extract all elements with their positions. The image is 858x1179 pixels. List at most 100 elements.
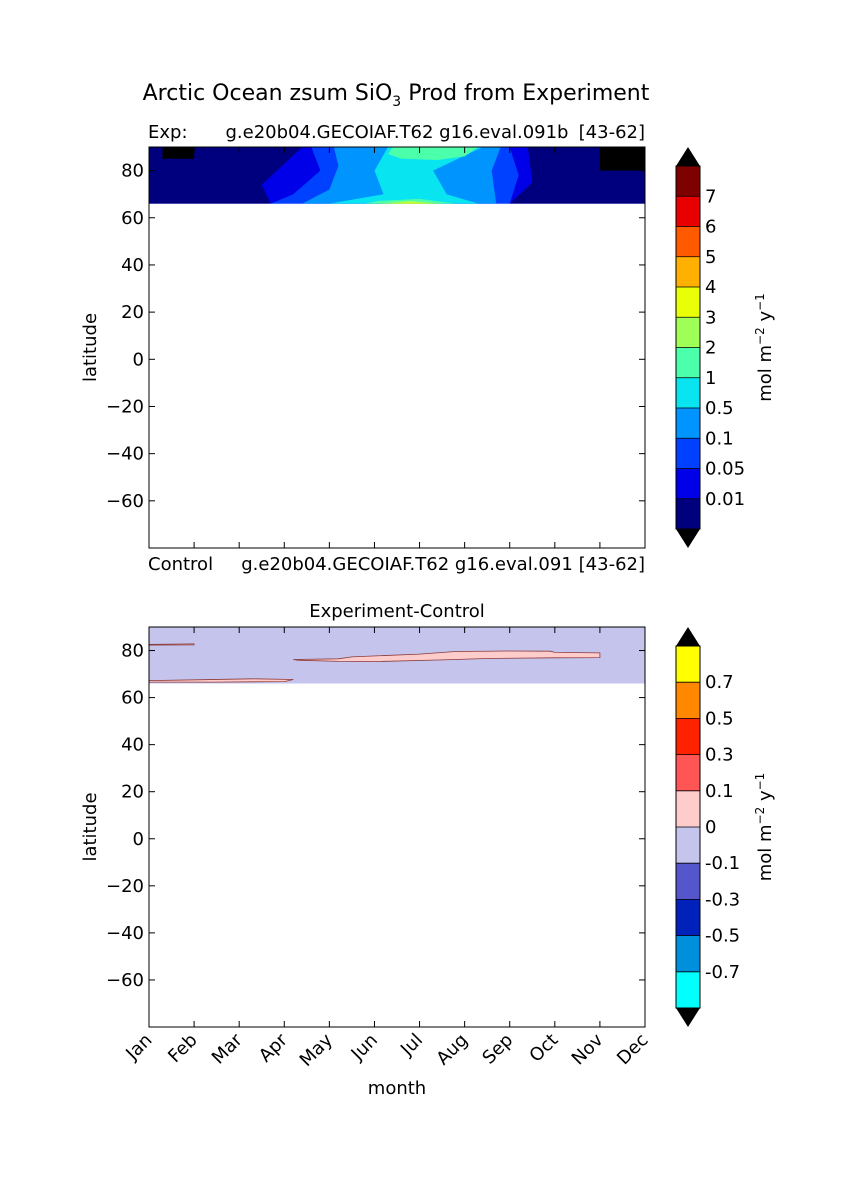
x-tick-label-11: Dec	[613, 1030, 652, 1069]
y-tick-label-3: 20	[121, 302, 144, 323]
x-tick-label-6: Jul	[396, 1030, 427, 1061]
colorbar-level-8: 0.7	[705, 672, 734, 693]
colorbar-swatch-8	[676, 682, 700, 719]
axes-frame	[148, 146, 646, 549]
colorbar-level-9: 6	[705, 217, 716, 238]
x-tick-label-10: Nov	[568, 1029, 608, 1069]
colorbar-level-6: 0.3	[705, 745, 734, 766]
y-tick-label-0: 80	[121, 641, 144, 662]
y-tick-label-4: 0	[133, 349, 144, 370]
plot-background	[149, 627, 645, 1027]
y-tick-label-6: −40	[106, 923, 144, 944]
difference-title: Experiment-Control	[309, 601, 485, 622]
x-tick-label-2: Mar	[208, 1029, 247, 1068]
colorbar-swatch-2	[676, 438, 700, 469]
x-tick-label-0: Jan	[121, 1030, 156, 1065]
x-tick-label-1: Feb	[164, 1030, 201, 1067]
y-tick-label-2: 40	[121, 255, 144, 276]
colorbar-level-3: 0.5	[705, 398, 734, 419]
x-tick-label-8: Sep	[478, 1030, 517, 1069]
x-tick-label-9: Oct	[525, 1030, 562, 1067]
colorbar-swatch-10	[676, 196, 700, 227]
colorbar-level-5: 0.1	[705, 781, 734, 802]
y-tick-label-4: 0	[133, 829, 144, 850]
colorbar-swatch-1	[676, 468, 700, 499]
figure-title-prefix: Arctic Ocean zsum SiO	[143, 81, 393, 106]
contour-region-9	[388, 147, 479, 160]
colorbar-level-7: 0.5	[705, 708, 734, 729]
colorbar-level-0: -0.7	[705, 962, 740, 983]
colorbar-under-arrow	[676, 1008, 700, 1027]
y-tick-label-6: −40	[106, 444, 144, 465]
colorbar-level-3: -0.1	[705, 853, 740, 874]
colorbar-swatch-9	[676, 646, 700, 683]
contour-region-2	[148, 643, 195, 646]
y-tick-label-5: −20	[106, 396, 144, 417]
colorbar-swatch-4	[676, 827, 700, 864]
colorbar-level-1: -0.5	[705, 926, 740, 947]
contour-region-10	[162, 147, 195, 159]
contour-region-1	[148, 678, 294, 683]
colorbar-over-arrow	[676, 147, 700, 166]
colorbar-swatch-4	[676, 377, 700, 408]
colorbar-level-4: 0	[705, 817, 716, 838]
colorbar-swatch-0	[676, 971, 700, 1008]
colorbar-swatch-5	[676, 790, 700, 827]
colorbar-swatch-1	[676, 935, 700, 972]
figure-title-subscript: 3	[392, 94, 401, 110]
contour-region-11	[599, 147, 645, 171]
colorbar-level-10: 7	[705, 186, 716, 207]
x-tick-label-4: May	[296, 1029, 337, 1070]
colorbar-level-1: 0.05	[705, 459, 745, 480]
exp-case-label: g.e20b04.GECOIAF.T62 g16.eval.091b	[226, 122, 569, 143]
y-axis-label: latitude	[80, 313, 101, 382]
colorbar-swatch-6	[676, 754, 700, 791]
colorbar-swatch-2	[676, 899, 700, 936]
colorbar-level-2: 0.1	[705, 428, 734, 449]
control-years-label: [43-62]	[579, 554, 645, 575]
y-tick-label-2: 40	[121, 735, 144, 756]
colorbar-swatch-11	[676, 166, 700, 197]
colorbar-level-2: -0.3	[705, 889, 740, 910]
colorbar-swatch-7	[676, 287, 700, 318]
colorbar-label: mol m−2 y−1	[753, 293, 776, 402]
contour-region-3	[293, 650, 601, 663]
colorbar-level-4: 1	[705, 368, 716, 389]
difference-colorbar: -0.7 -0.5 -0.3 -0.1 0 0.1 0.3 0.5 0.7 mol m−2 y−1	[675, 627, 776, 1027]
y-tick-label-1: 60	[121, 208, 144, 229]
colorbar-level-5: 2	[705, 338, 716, 359]
colorbar-swatch-9	[676, 226, 700, 257]
plot-background	[149, 147, 645, 548]
y-tick-label-5: −20	[106, 876, 144, 897]
difference-panel: 80 60 40 20 0 −20 −40 −60 Jan Feb Mar Apr May Jun Jul A…	[80, 626, 653, 1099]
colorbar-swatch-0	[676, 498, 700, 529]
x-tick-label-3: Apr	[255, 1029, 292, 1066]
y-axis-label: latitude	[80, 792, 101, 861]
y-tick-label-0: 80	[121, 161, 144, 182]
figure-title-suffix: Prod from Experiment	[401, 81, 650, 106]
y-tick-label-7: −60	[106, 970, 144, 991]
exp-left-label: Exp:	[148, 122, 188, 143]
colorbar-level-6: 3	[705, 307, 716, 328]
colorbar-swatch-6	[676, 317, 700, 348]
colorbar-level-0: 0.01	[705, 489, 745, 510]
y-tick-label-7: −60	[106, 491, 144, 512]
colorbar-swatch-5	[676, 347, 700, 378]
colorbar-over-arrow	[676, 627, 700, 646]
contour-region-8	[388, 202, 434, 204]
figure-title: Arctic Ocean zsum SiO3 Prod from Experim…	[143, 81, 650, 110]
y-tick-label-3: 20	[121, 782, 144, 803]
contour-region-5	[329, 147, 483, 204]
contour-region-1	[149, 147, 303, 204]
x-axis-label: month	[368, 1078, 426, 1099]
control-left-label: Control	[148, 554, 213, 575]
colorbar-swatch-7	[676, 718, 700, 755]
exp-years-label: [43-62]	[579, 122, 645, 143]
colorbar-swatch-3	[676, 863, 700, 900]
colorbar-level-7: 4	[705, 277, 716, 298]
colorbar-swatch-8	[676, 256, 700, 287]
colorbar-label: mol m−2 y−1	[753, 773, 776, 882]
x-tick-label-5: Jun	[347, 1030, 382, 1065]
experiment-panel: 80 60 40 20 0 −20 −40 −60 latitude	[80, 146, 646, 549]
